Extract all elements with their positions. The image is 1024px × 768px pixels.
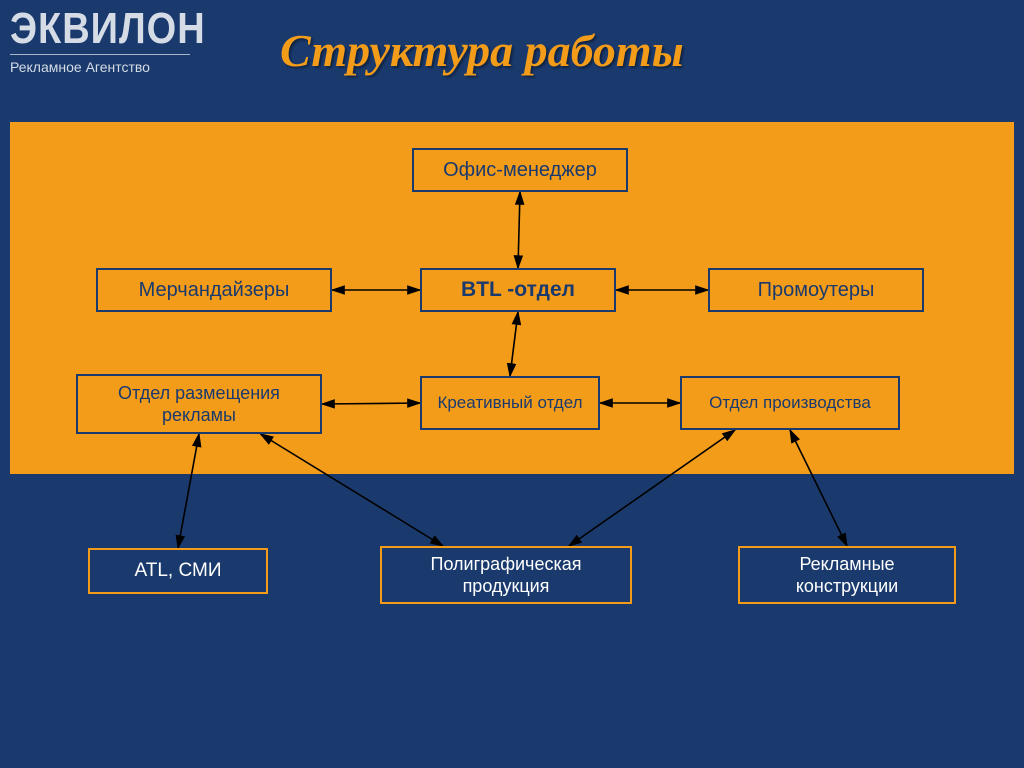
node-poly: Полиграфическая продукция [380,546,632,604]
node-adplace: Отдел размещения рекламы [76,374,322,434]
edge [510,312,518,376]
node-atl: ATL, СМИ [88,548,268,594]
node-creative: Креативный отдел [420,376,600,430]
node-adconstr: Рекламные конструкции [738,546,956,604]
edge [518,192,520,268]
node-office: Офис-менеджер [412,148,628,192]
diagram-area: Офис-менеджер Мерчандайзеры BTL -отдел Пром… [0,0,1024,768]
node-merch: Мерчандайзеры [96,268,332,312]
node-production: Отдел производства [680,376,900,430]
node-promo: Промоутеры [708,268,924,312]
edge [261,434,444,546]
edge [178,434,199,548]
node-btl: BTL -отдел [420,268,616,312]
edge [322,403,420,404]
edge [790,430,847,546]
edge [569,430,735,546]
